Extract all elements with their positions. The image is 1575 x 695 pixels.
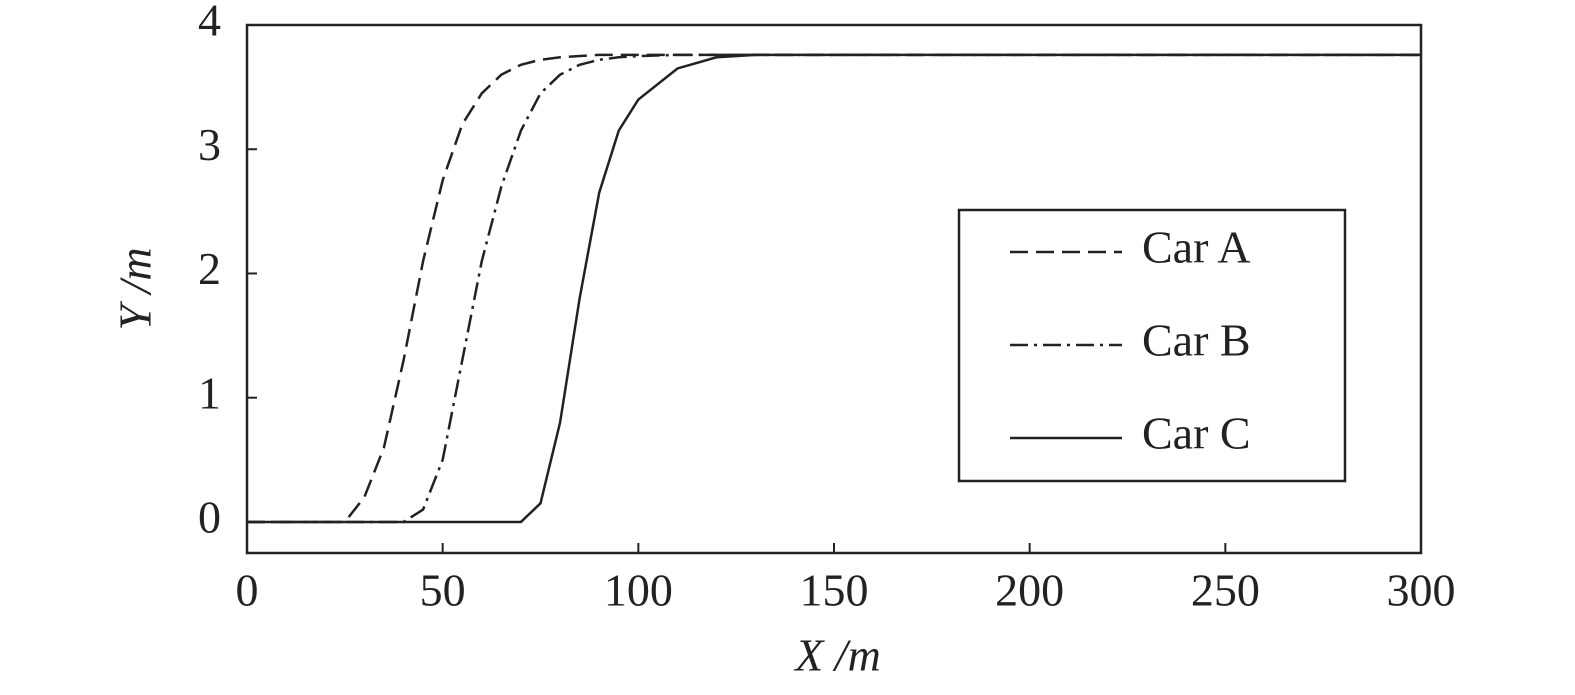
y-tick-label: 1 xyxy=(198,367,221,418)
y-tick-label: 2 xyxy=(198,243,221,294)
y-axis-label: Y /m xyxy=(110,247,161,330)
x-tick-label: 150 xyxy=(800,565,869,616)
x-tick-label: 250 xyxy=(1191,565,1260,616)
legend-label: Car B xyxy=(1142,315,1251,366)
x-tick-label: 50 xyxy=(420,565,466,616)
legend-label: Car C xyxy=(1142,408,1251,459)
x-tick-label: 200 xyxy=(995,565,1064,616)
x-tick-label: 300 xyxy=(1387,565,1456,616)
x-tick-label: 0 xyxy=(236,565,259,616)
x-tick-label: 100 xyxy=(604,565,673,616)
x-axis-label: X /m xyxy=(793,630,881,681)
y-tick-label: 3 xyxy=(198,119,221,170)
legend-label: Car A xyxy=(1142,222,1251,273)
data-line xyxy=(247,53,1421,524)
y-tick-label: 4 xyxy=(198,0,221,46)
y-tick-label: 0 xyxy=(198,492,221,543)
